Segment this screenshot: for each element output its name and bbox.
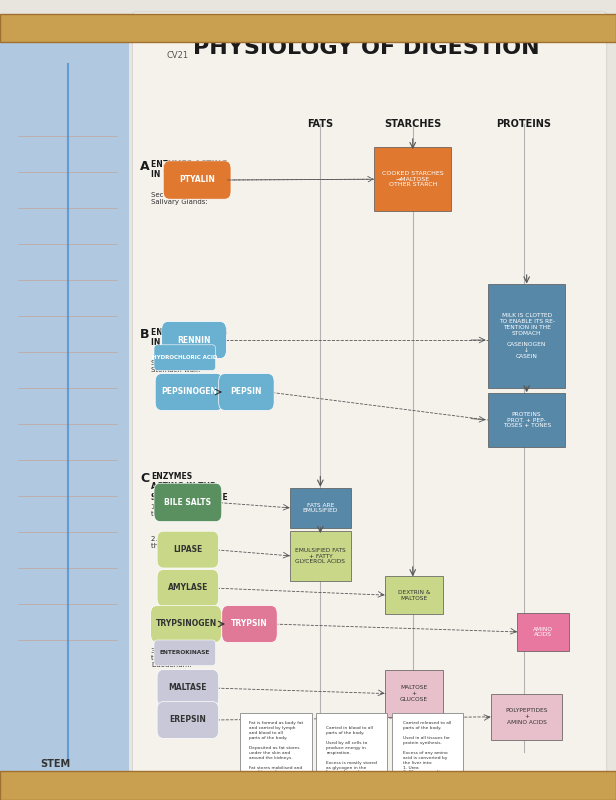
FancyBboxPatch shape [150, 606, 222, 642]
Text: ENZYMES
ACTING IN THE
SMALL INTESTINE: ENZYMES ACTING IN THE SMALL INTESTINE [151, 472, 228, 502]
Text: EMULSIFIED FATS
+ FATTY
GLYCEROL ACIDS: EMULSIFIED FATS + FATTY GLYCEROL ACIDS [295, 548, 346, 564]
Text: Carried released to all
parts of the body.

Used in all tissues for
protein synt: Carried released to all parts of the bod… [403, 722, 452, 779]
Text: BILE SALTS: BILE SALTS [164, 498, 211, 507]
FancyBboxPatch shape [154, 483, 222, 522]
Text: ENTEROKINASE: ENTEROKINASE [160, 650, 210, 655]
FancyBboxPatch shape [492, 694, 562, 740]
FancyBboxPatch shape [132, 12, 607, 796]
Text: 2. Secreted by
the Pancreas:: 2. Secreted by the Pancreas: [151, 536, 201, 549]
Text: DEXTRIN &
MALTOSE: DEXTRIN & MALTOSE [398, 590, 430, 601]
FancyBboxPatch shape [240, 713, 312, 794]
FancyBboxPatch shape [0, 14, 616, 42]
Text: AMINO
ACIDS: AMINO ACIDS [533, 626, 553, 638]
FancyBboxPatch shape [219, 374, 274, 410]
Text: RENNIN: RENNIN [177, 335, 211, 345]
Text: COOKED STARCHES
→MALTOSE
OTHER STARCH: COOKED STARCHES →MALTOSE OTHER STARCH [382, 171, 444, 187]
Text: Fat is formed as body fat
and carried by lymph
and blood to all
parts of the bod: Fat is formed as body fat and carried by… [249, 722, 303, 779]
Text: HYDROCHLORIC ACID: HYDROCHLORIC ACID [152, 355, 217, 360]
Text: CV21: CV21 [166, 51, 188, 61]
FancyBboxPatch shape [162, 322, 227, 358]
Text: POLYPEPTIDES
+
AMINO ACIDS: POLYPEPTIDES + AMINO ACIDS [506, 709, 548, 725]
FancyBboxPatch shape [157, 531, 219, 568]
Text: TRYPSINOGEN: TRYPSINOGEN [155, 619, 217, 629]
FancyBboxPatch shape [157, 670, 219, 706]
Text: STEM: STEM [41, 759, 70, 769]
Text: EREPSIN: EREPSIN [169, 715, 206, 725]
Text: LIPASE: LIPASE [173, 545, 203, 554]
Text: STARCHES: STARCHES [384, 119, 441, 129]
FancyBboxPatch shape [222, 606, 277, 642]
Text: AMYLASE: AMYLASE [168, 583, 208, 593]
FancyBboxPatch shape [384, 670, 444, 717]
Text: PEPSINOGEN: PEPSINOGEN [161, 387, 217, 397]
Text: 1. Secreted by
the Liver:: 1. Secreted by the Liver: [151, 504, 201, 517]
Text: PHYSIOLOGY OF DIGESTION: PHYSIOLOGY OF DIGESTION [193, 38, 540, 58]
FancyBboxPatch shape [290, 488, 351, 528]
FancyBboxPatch shape [163, 161, 231, 199]
Text: ©1970   Designed for ADAM ROUILLY of London: ©1970 Designed for ADAM ROUILLY of Londo… [323, 779, 490, 786]
Text: FATS: FATS [307, 119, 333, 129]
Text: A: A [140, 160, 150, 173]
Text: ENZYMES ACTING
IN THE STOMACH: ENZYMES ACTING IN THE STOMACH [151, 328, 227, 347]
Text: 3. Secreted by
the wall of the
Duodenum:: 3. Secreted by the wall of the Duodenum: [151, 648, 201, 668]
FancyBboxPatch shape [0, 771, 616, 800]
Text: PEPSIN: PEPSIN [230, 387, 262, 397]
Text: Secreted by the
Stomach wall:: Secreted by the Stomach wall: [151, 360, 206, 373]
FancyBboxPatch shape [155, 374, 223, 410]
FancyBboxPatch shape [375, 147, 451, 211]
FancyBboxPatch shape [488, 284, 565, 388]
Text: PROTEINS
PROT. + PEP-
TOSES + TONES: PROTEINS PROT. + PEP- TOSES + TONES [503, 412, 551, 428]
FancyBboxPatch shape [154, 345, 216, 370]
Text: MILK IS CLOTTED
TO ENABLE ITS RE-
TENTION IN THE
STOMACH

CASEINOGEN
↓
CASEIN: MILK IS CLOTTED TO ENABLE ITS RE- TENTIO… [499, 314, 554, 359]
Text: ENZYMES ACTING
IN THE MOUTH: ENZYMES ACTING IN THE MOUTH [151, 160, 227, 179]
Text: TRYPSIN: TRYPSIN [231, 619, 268, 629]
Text: A: A [365, 776, 375, 789]
FancyBboxPatch shape [154, 640, 216, 666]
FancyBboxPatch shape [290, 531, 351, 581]
Text: Carried in blood to all
parts of the body.

Used by all cells to
produce energy : Carried in blood to all parts of the bod… [326, 726, 377, 774]
Text: C: C [140, 472, 149, 485]
Text: Secreted by the
Salivary Glands:: Secreted by the Salivary Glands: [151, 192, 208, 205]
Text: FATS ARE
EMULSIFIED: FATS ARE EMULSIFIED [302, 502, 338, 514]
Text: PTYALIN: PTYALIN [179, 175, 215, 185]
Text: MALTOSE
+
GLUCOSE: MALTOSE + GLUCOSE [400, 686, 428, 702]
FancyBboxPatch shape [316, 713, 387, 794]
FancyBboxPatch shape [392, 713, 463, 794]
Text: PROTEINS: PROTEINS [496, 119, 551, 129]
FancyBboxPatch shape [157, 702, 219, 738]
FancyBboxPatch shape [0, 16, 129, 792]
Text: B: B [140, 328, 150, 341]
FancyBboxPatch shape [488, 393, 565, 447]
FancyBboxPatch shape [384, 576, 444, 614]
Text: MALTASE: MALTASE [169, 683, 207, 693]
FancyBboxPatch shape [157, 570, 219, 606]
FancyBboxPatch shape [517, 613, 569, 651]
